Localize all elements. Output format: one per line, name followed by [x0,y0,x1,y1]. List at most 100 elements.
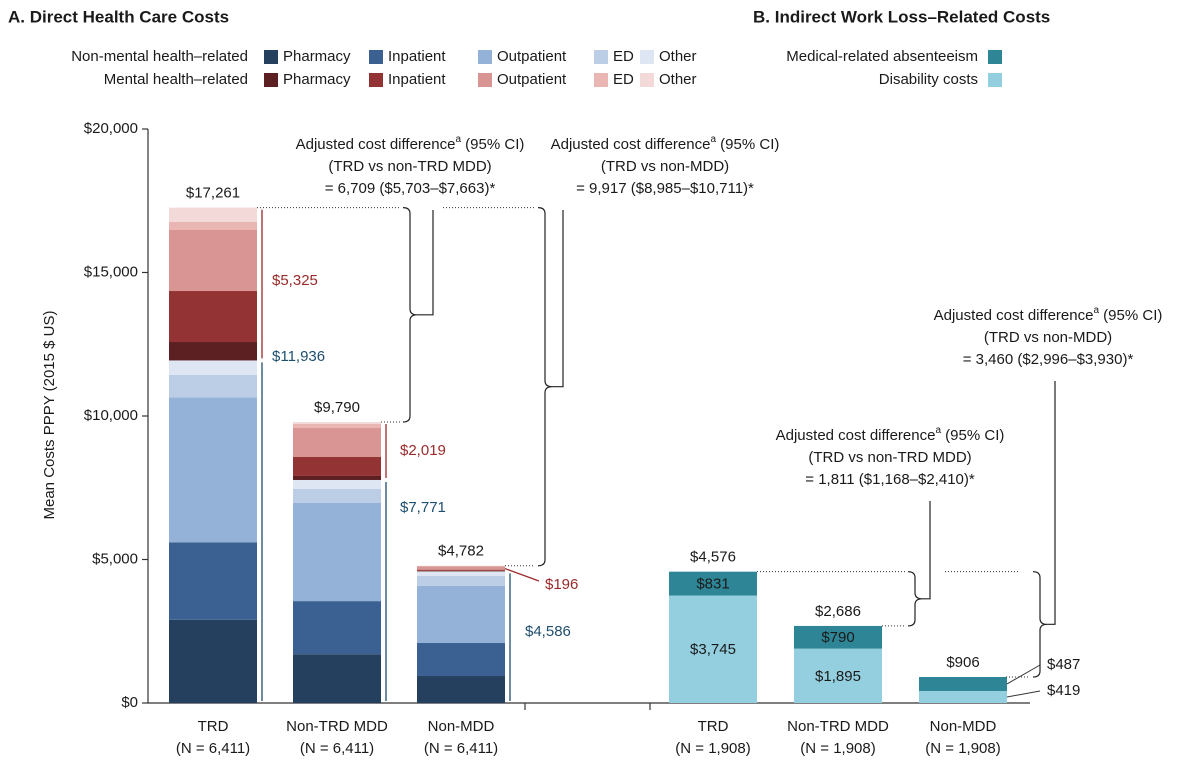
bar-segment [417,585,505,644]
legend-label: Outpatient [497,48,567,65]
annotation-head: Adjusted cost difference [776,427,936,444]
group-total-label: $7,771 [400,499,446,516]
legend-swatch [478,73,492,87]
bar-segment [417,570,505,572]
legend-swatch [369,50,383,64]
annotation-text: = 9,917 ($8,985–$10,711)* [576,180,754,197]
legend-swatch [264,50,278,64]
legend-swatch [988,50,1002,64]
annotation-text: Adjusted cost differencea (95% CI) [296,134,525,153]
bar-segment [169,207,257,222]
bar-segment [169,360,257,375]
annotation-head: Adjusted cost difference [296,136,456,153]
legend-label: Other [659,71,697,88]
annotation-sup: a [1093,305,1099,316]
legend-label: Inpatient [388,71,446,88]
bar-segment [669,571,757,596]
legend-swatch [988,73,1002,87]
bar-segment [417,643,505,677]
total-label: $906 [946,654,979,671]
bar-segment [169,397,257,543]
legend-label: Medical-related absenteeism [786,48,978,65]
group-total-label: $196 [545,576,578,593]
x-tick-note: (N = 6,411) [176,740,250,757]
y-tick-label: $0 [121,694,138,711]
total-label: $4,782 [438,543,484,560]
group-total-label: $5,325 [272,272,318,289]
bar-segment [293,457,381,476]
x-tick-label: Non-MDD [930,718,997,735]
x-tick-label: Non-MDD [428,718,495,735]
value-label: $790 [821,629,854,646]
legend-swatch [478,50,492,64]
annotation-head: Adjusted cost difference [934,307,1094,324]
bar-segment [919,690,1007,703]
value-label: $831 [696,576,729,593]
annotation-sup: a [935,425,941,436]
x-tick-label: TRD [198,718,229,735]
bar-segment [169,229,257,292]
bracket-leader [1047,381,1056,625]
annotation-sup: a [455,134,461,145]
legend-group: Mental health–related [104,71,248,88]
x-tick-note: (N = 1,908) [675,740,750,757]
legend-label: Pharmacy [283,48,351,65]
bar-segment [293,422,381,425]
annotation-sup: a [710,134,716,145]
bar-segment [169,221,257,230]
group-total-label: $2,019 [400,442,446,459]
annotation-text: (TRD vs non-TRD MDD) [808,449,971,466]
bar-segment [794,648,882,703]
y-tick-label: $20,000 [84,120,138,137]
bar-segment [169,619,257,703]
y-tick-label: $5,000 [92,550,138,567]
bar-segment [417,569,505,571]
annotation-text: (TRD vs non-TRD MDD) [328,158,491,175]
total-label: $17,261 [186,185,240,202]
bracket [537,207,553,567]
legend-label: Pharmacy [283,71,351,88]
bar-segment [293,601,381,655]
bar-segment [169,342,257,361]
legend-swatch [369,73,383,87]
y-tick-label: $10,000 [84,407,138,424]
legend-swatch [264,73,278,87]
x-tick-note: (N = 6,411) [300,740,374,757]
total-label: $4,576 [690,549,736,566]
bar-segment [169,291,257,343]
annotation-text: Adjusted cost differencea (95% CI) [934,305,1163,324]
bracket [1032,571,1048,678]
legend-swatch [594,50,608,64]
bar-segment [293,424,381,429]
x-tick-label: Non-TRD MDD [286,718,388,735]
bracket-leader [417,210,434,316]
bar-segment [417,676,505,703]
value-label: $1,895 [815,668,861,685]
x-tick-label: TRD [698,718,729,735]
bar-segment [169,374,257,398]
x-tick-label: Non-TRD MDD [787,718,889,735]
legend-group: Non-mental health–related [71,48,248,65]
value-label: $487 [1047,656,1080,673]
annotation-text: (TRD vs non-MDD) [601,158,729,175]
legend-label: Other [659,48,697,65]
group-leader [504,567,540,582]
annotation-text: = 3,460 ($2,996–$3,930)* [963,351,1134,368]
total-label: $9,790 [314,399,360,416]
legend-label: Inpatient [388,48,446,65]
annotation-head: Adjusted cost difference [551,136,711,153]
bar-segment [794,625,882,649]
bar-segment [293,654,381,703]
legend-swatch [594,73,608,87]
bar-segment [293,502,381,602]
group-total-label: $4,586 [525,623,571,640]
legend-label: Disability costs [879,71,978,88]
legend-swatch [640,50,654,64]
annotation-tail: (95% CI) [461,136,524,153]
annotation-text: (TRD vs non-MDD) [984,329,1112,346]
value-leader [1006,664,1041,685]
bar-segment [293,488,381,503]
bracket-leader [922,501,931,600]
bar-segment [417,566,505,570]
bar-segment [669,595,757,703]
